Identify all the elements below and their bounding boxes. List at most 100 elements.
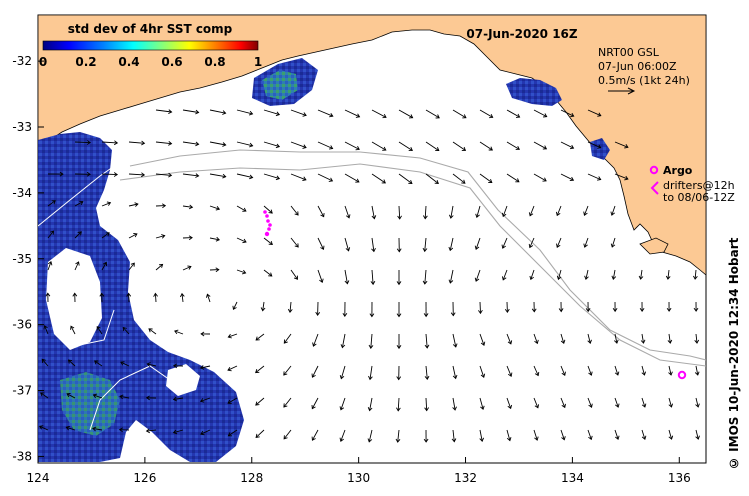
current-vector <box>476 205 481 218</box>
current-vector <box>236 237 247 243</box>
current-vector <box>452 397 456 411</box>
current-vector <box>94 360 103 367</box>
argo-track-point <box>266 219 270 223</box>
current-vector <box>290 269 298 280</box>
current-vector-head <box>92 426 97 432</box>
current-vector-head <box>452 406 457 411</box>
current-vector <box>155 264 163 271</box>
current-vector-head <box>570 112 575 118</box>
current-vector <box>587 429 592 440</box>
current-vector-head <box>72 292 78 297</box>
current-vector <box>263 173 280 180</box>
current-vector <box>317 269 323 283</box>
colorbar-tick-label: 1 <box>254 55 262 69</box>
current-vector <box>209 237 220 241</box>
current-vector-head <box>561 436 566 441</box>
current-vector <box>311 397 319 409</box>
current-vector-head <box>569 176 575 182</box>
current-vector <box>341 333 346 348</box>
current-vector-head <box>227 333 232 339</box>
current-vector <box>47 230 54 239</box>
current-vector <box>479 333 485 346</box>
current-vector <box>227 365 238 371</box>
current-vector-head <box>86 140 92 145</box>
current-vector <box>200 365 211 369</box>
colorbar-label: std dev of 4hr SST comp <box>68 22 233 36</box>
current-vector-head <box>255 336 260 341</box>
current-vector <box>452 109 467 119</box>
current-vector-head <box>227 366 232 372</box>
x-axis: 124 126 128 130 132 134 136 <box>27 457 691 485</box>
current-vector-head <box>408 114 414 119</box>
current-vector <box>611 237 616 248</box>
current-vector-head <box>168 172 173 178</box>
current-vector-head <box>43 325 48 330</box>
current-vector <box>68 359 76 367</box>
current-vector <box>502 205 508 217</box>
current-vector-head <box>227 399 232 404</box>
current-vector-head <box>367 438 373 443</box>
current-vector <box>263 141 280 148</box>
current-vector-head <box>694 371 700 376</box>
current-vector <box>556 237 562 248</box>
argo-legend-line3: to 08/06-12Z <box>663 191 735 204</box>
current-vector <box>340 365 346 379</box>
current-vector-head <box>480 373 486 378</box>
current-vector-head <box>133 233 138 238</box>
current-vector <box>587 109 601 117</box>
current-vector <box>479 173 493 183</box>
current-vector-head <box>328 177 334 182</box>
cloud-gap-2 <box>166 364 200 396</box>
current-vector-head <box>529 275 534 281</box>
sst-patch-west-green <box>60 372 120 436</box>
colorbar-tick-label: 0 <box>39 55 47 69</box>
current-vector-head <box>397 215 402 220</box>
current-vector-head <box>504 308 510 314</box>
current-vector <box>425 365 428 380</box>
current-vector <box>155 109 172 113</box>
current-vector <box>587 397 593 408</box>
current-vector-head <box>275 111 281 117</box>
current-vector <box>344 237 350 251</box>
current-vector-head <box>153 292 158 297</box>
colorbar-bar <box>42 40 259 51</box>
current-vector-head <box>134 202 139 207</box>
current-vector <box>317 141 333 149</box>
current-vector <box>317 205 325 217</box>
current-vector-head <box>179 292 185 298</box>
current-vector <box>587 141 601 149</box>
current-vector <box>255 429 265 438</box>
current-vector <box>371 205 375 219</box>
current-vector <box>530 269 535 280</box>
current-vector-head <box>423 215 428 220</box>
current-vector <box>614 429 619 440</box>
current-vector-head <box>122 326 127 332</box>
current-vector <box>560 141 574 149</box>
current-vector <box>371 237 375 252</box>
current-vector <box>506 141 520 150</box>
current-vector <box>101 202 111 207</box>
current-vector-head <box>146 362 151 367</box>
current-vector-head <box>424 375 430 380</box>
current-vector <box>283 429 292 440</box>
current-vector-head <box>294 211 299 216</box>
current-vector-head <box>408 147 413 152</box>
current-vector <box>560 397 566 408</box>
y-axis-tick-label: -35 <box>12 252 32 266</box>
current-vector <box>668 429 673 440</box>
current-vector-head <box>145 395 150 401</box>
current-vector <box>47 200 56 207</box>
y-axis-tick-label: -37 <box>12 384 32 398</box>
y-axis-tick-label: -34 <box>12 186 32 200</box>
current-vector-head <box>172 363 178 369</box>
current-vector <box>182 266 192 271</box>
current-vector-head <box>319 278 324 283</box>
current-vector-head <box>585 308 591 313</box>
colorbar-tick-label: 0.8 <box>204 55 225 69</box>
current-vector-head <box>435 147 440 152</box>
current-vector <box>101 262 107 271</box>
current-vector <box>344 141 360 150</box>
current-vector-head <box>640 339 646 344</box>
current-vector-head <box>543 113 548 118</box>
current-vector-head <box>172 396 178 402</box>
